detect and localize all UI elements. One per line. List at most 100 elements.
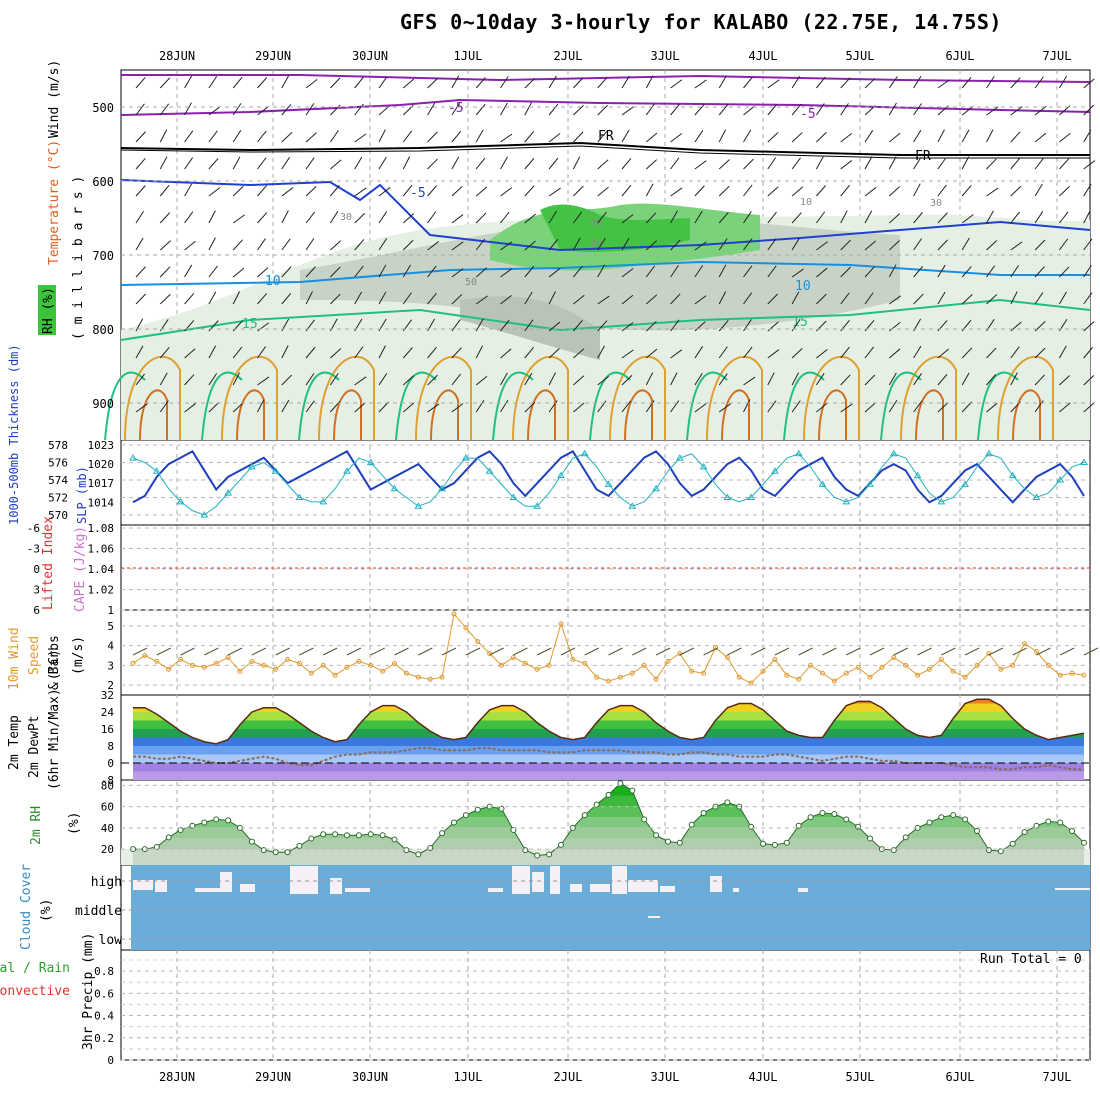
upper-wind-barb <box>378 76 388 89</box>
thickness-line <box>132 453 1085 516</box>
upper-wind-barb <box>402 264 411 278</box>
pressure-axis-label: ( m i l l i b a r s ) <box>71 176 86 340</box>
upper-wind-barb <box>718 373 728 386</box>
temp-contour-5 <box>120 179 1091 252</box>
upper-wind-barb <box>986 106 999 116</box>
cloud-gap <box>733 888 739 892</box>
upper-wind-barb <box>913 211 923 224</box>
upper-wind-barb <box>670 319 680 332</box>
wind-speed-point <box>475 639 481 645</box>
upper-wind-barb <box>621 129 630 143</box>
upper-wind-barb <box>791 103 802 116</box>
wind-speed-point <box>950 668 956 674</box>
wind-speed-point <box>368 662 374 668</box>
upper-wind-barb <box>500 348 512 359</box>
upper-wind-barb <box>597 211 607 224</box>
contour-label: 10 <box>265 274 281 289</box>
upper-wind-barb <box>135 345 144 359</box>
rh-tick-label: 80 <box>101 779 114 792</box>
thickness-marker <box>604 480 613 487</box>
rh-point <box>534 852 541 859</box>
rh-point <box>664 838 671 845</box>
upper-wind-barb <box>645 132 658 143</box>
cloud-unit-label: (%) <box>39 899 54 922</box>
upper-wind-barb <box>1059 402 1071 413</box>
wind10m-unit-label: (m/s) <box>71 636 86 675</box>
pressure-tick-label: 700 <box>92 249 114 263</box>
upper-wind-barb <box>524 372 533 386</box>
upper-wind-barb <box>645 103 655 116</box>
upper-wind-barb <box>305 211 316 224</box>
upper-wind-barb <box>840 160 853 170</box>
upper-wind-barb <box>597 345 606 359</box>
upper-wind-barb <box>670 157 680 170</box>
upper-wind-barb <box>159 77 171 89</box>
wind-barb-10m <box>917 647 932 656</box>
upper-wind-barb <box>645 183 654 197</box>
wind-barb-10m <box>679 647 695 656</box>
upper-wind-barb <box>208 187 221 197</box>
upper-wind-barb <box>1059 375 1071 386</box>
upper-wind-barb <box>572 237 581 251</box>
upper-wind-barb <box>548 210 557 224</box>
rh-point <box>248 838 255 845</box>
rh-point <box>308 835 315 842</box>
cloud-cover-fill <box>131 865 1090 950</box>
upper-wind-barb <box>816 293 827 305</box>
contour-label: FR <box>915 149 931 164</box>
wind-speed-point <box>606 678 611 684</box>
upper-wind-barb <box>257 238 266 251</box>
rh-point <box>843 816 850 823</box>
temp-contour-15-low <box>977 371 1019 441</box>
upper-wind-barb <box>670 293 681 305</box>
wind-tick-label: 3 <box>107 659 114 672</box>
upper-wind-barb <box>451 268 464 278</box>
upper-wind-barb <box>257 376 270 386</box>
upper-wind-barb <box>524 291 533 305</box>
upper-wind-barb <box>159 129 168 143</box>
wind-speed-point <box>748 680 754 686</box>
upper-wind-barb <box>281 345 289 359</box>
upper-wind-barb <box>767 238 777 251</box>
wind-barb-10m <box>322 647 338 656</box>
upper-wind-barb <box>135 158 146 170</box>
thickness-marker <box>747 493 756 500</box>
cloud-tick-label: high <box>91 875 122 890</box>
upper-wind-barb <box>670 349 683 359</box>
upper-wind-barb <box>840 292 850 305</box>
wind-speed-point <box>344 664 350 670</box>
upper-wind-barb <box>621 374 633 386</box>
upper-wind-barb <box>573 375 585 386</box>
thickness-marker <box>723 493 732 500</box>
upper-wind-barb <box>524 77 536 89</box>
thickness-marker <box>343 467 351 474</box>
upper-wind-barb <box>986 210 994 224</box>
wind-speed-point <box>154 658 160 664</box>
wind-axis-label: Wind (m/s) <box>47 60 62 138</box>
upper-wind-barb <box>597 237 606 251</box>
wind-barb-10m <box>132 647 148 656</box>
upper-wind-barb <box>354 103 364 116</box>
wind-barb-10m <box>798 647 813 656</box>
upper-wind-barb <box>159 240 172 251</box>
temp-contour-minus10 <box>121 74 1091 83</box>
li-tick-label: 0 <box>33 563 40 576</box>
upper-wind-barb <box>961 266 972 278</box>
wind-speed-point <box>1069 670 1075 676</box>
rh-point <box>1069 828 1076 834</box>
upper-wind-barb <box>257 185 268 197</box>
upper-wind-barb <box>791 186 804 197</box>
date-label-bottom: 30JUN <box>352 1070 388 1084</box>
thickness-marker <box>889 449 898 457</box>
upper-wind-barb <box>694 160 707 170</box>
upper-wind-barb <box>427 211 437 224</box>
upper-wind-barb <box>1010 372 1018 386</box>
slp-tick-label: 1014 <box>88 496 115 509</box>
upper-wind-barb <box>815 156 824 170</box>
rh-point <box>272 849 279 856</box>
wind-speed-point <box>570 656 576 662</box>
date-label-bottom: 5JUL <box>846 1070 875 1084</box>
temp-tick-label: 0 <box>107 757 114 770</box>
